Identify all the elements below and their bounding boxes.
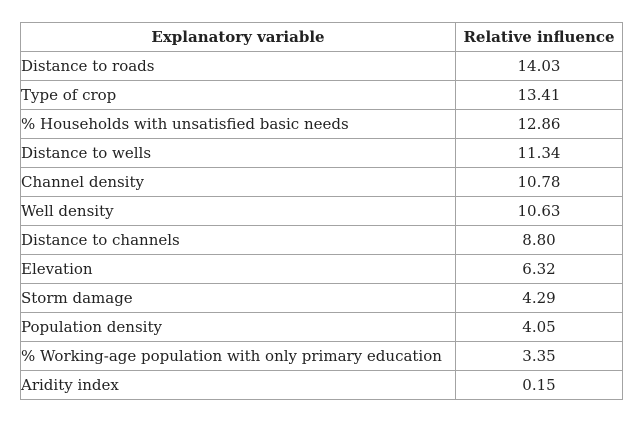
table-row: Distance to channels 8.80 <box>20 225 623 255</box>
cell-variable: Distance to roads <box>20 51 456 81</box>
cell-value: 4.05 <box>455 312 623 342</box>
cell-variable: Aridity index <box>20 370 456 400</box>
table-row: % Working-age population with only prima… <box>20 341 623 371</box>
cell-value: 6.32 <box>455 254 623 284</box>
table-row: Distance to wells 11.34 <box>20 138 623 168</box>
cell-variable: Storm damage <box>20 283 456 313</box>
cell-value: 12.86 <box>455 109 623 139</box>
table-row: Type of crop 13.41 <box>20 80 623 110</box>
cell-variable: Well density <box>20 196 456 226</box>
column-header-explanatory-variable: Explanatory variable <box>20 22 456 52</box>
cell-variable: Population density <box>20 312 456 342</box>
cell-value: 8.80 <box>455 225 623 255</box>
table-header-row: Explanatory variable Relative influence <box>20 22 623 52</box>
cell-variable: Distance to wells <box>20 138 456 168</box>
cell-value: 4.29 <box>455 283 623 313</box>
table-row: Population density 4.05 <box>20 312 623 342</box>
table-row: Aridity index 0.15 <box>20 370 623 400</box>
cell-variable: Type of crop <box>20 80 456 110</box>
cell-variable: Elevation <box>20 254 456 284</box>
cell-value: 14.03 <box>455 51 623 81</box>
table-row: Channel density 10.78 <box>20 167 623 197</box>
relative-influence-table-container: Explanatory variable Relative influence … <box>20 22 623 400</box>
cell-variable: Distance to channels <box>20 225 456 255</box>
cell-value: 10.63 <box>455 196 623 226</box>
table-row: Storm damage 4.29 <box>20 283 623 313</box>
table-row: Distance to roads 14.03 <box>20 51 623 81</box>
cell-variable: % Working-age population with only prima… <box>20 341 456 371</box>
cell-value: 3.35 <box>455 341 623 371</box>
cell-value: 10.78 <box>455 167 623 197</box>
relative-influence-table: Explanatory variable Relative influence … <box>20 22 623 400</box>
table-row: % Households with unsatisfied basic need… <box>20 109 623 139</box>
table-row: Elevation 6.32 <box>20 254 623 284</box>
cell-variable: Channel density <box>20 167 456 197</box>
column-header-relative-influence: Relative influence <box>455 22 623 52</box>
cell-value: 13.41 <box>455 80 623 110</box>
cell-value: 11.34 <box>455 138 623 168</box>
cell-variable: % Households with unsatisfied basic need… <box>20 109 456 139</box>
cell-value: 0.15 <box>455 370 623 400</box>
table-row: Well density 10.63 <box>20 196 623 226</box>
